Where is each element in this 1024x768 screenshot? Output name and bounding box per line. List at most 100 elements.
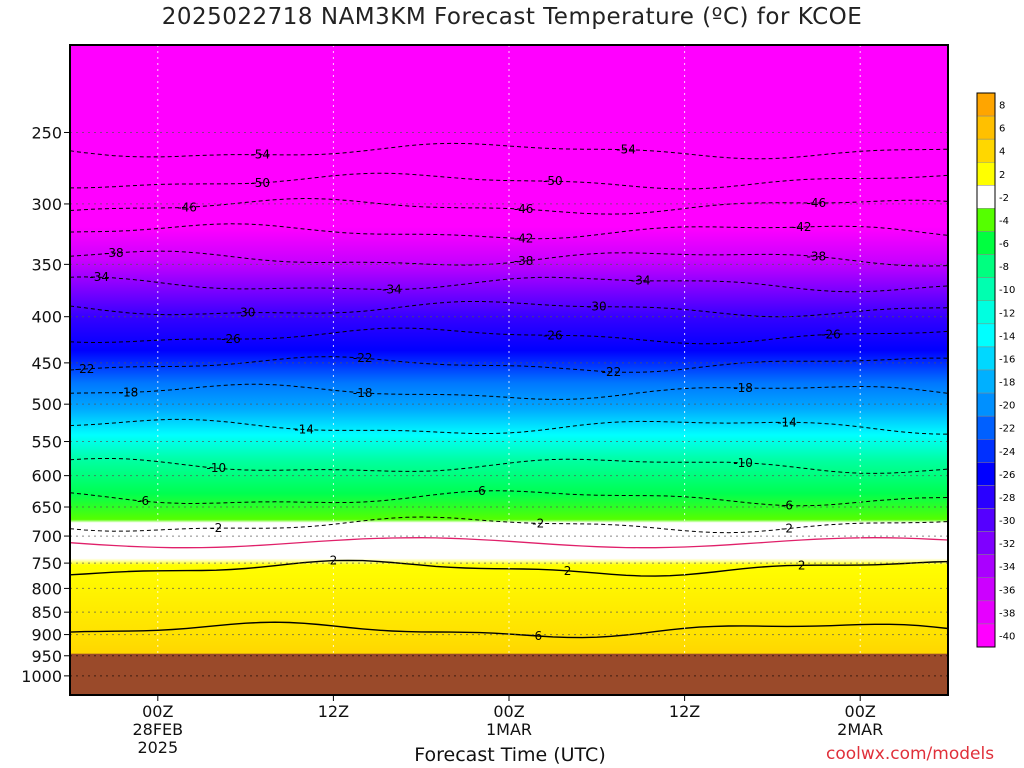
- colorbar-label: 2: [999, 170, 1005, 181]
- watermark-text: coolwx.com/models: [826, 744, 995, 764]
- contour-label: -22: [602, 365, 622, 379]
- colorbar-label: 8: [999, 101, 1005, 112]
- colorbar-swatch: [976, 300, 996, 325]
- colorbar-swatch: [976, 277, 996, 301]
- contour-label: -22: [75, 362, 95, 376]
- colorbar-swatch: [976, 508, 996, 532]
- colorbar-swatch: [976, 162, 996, 186]
- colorbar-swatch: [976, 92, 996, 117]
- colorbar-label: -28: [999, 493, 1015, 504]
- x-tick-sublabel: 1MAR: [486, 720, 532, 739]
- colorbar-label: -30: [999, 516, 1015, 527]
- y-tick-label: 350: [31, 255, 62, 274]
- y-tick-label: 850: [31, 603, 62, 622]
- colorbar-label: -26: [999, 470, 1015, 481]
- colorbar-swatch: [976, 254, 996, 278]
- contour-label: -50: [543, 174, 563, 188]
- colorbar-label: -24: [999, 447, 1015, 458]
- colorbar-label: 6: [999, 124, 1005, 135]
- y-tick-label: 1000: [21, 667, 62, 686]
- y-tick-label: 900: [31, 626, 62, 645]
- contour-label: 6: [534, 629, 542, 643]
- colorbar-swatch: [976, 554, 996, 579]
- colorbar-label: -14: [999, 331, 1015, 342]
- y-tick-label: 550: [31, 433, 62, 452]
- colorbar-swatch: [976, 531, 996, 555]
- y-tick-label: 500: [31, 395, 62, 414]
- contour-label: -2: [781, 522, 793, 536]
- x-axis-title: Forecast Time (UTC): [414, 744, 606, 766]
- contour-label: -42: [792, 220, 812, 234]
- contour-label: -30: [587, 300, 607, 314]
- contour-label: -34: [89, 270, 109, 284]
- x-tick-label: 12Z: [669, 702, 700, 721]
- contour-label: -54: [616, 143, 636, 157]
- colorbar-label: -8: [999, 262, 1009, 273]
- contour-label: -18: [353, 386, 373, 400]
- colorbar-swatch: [976, 623, 996, 648]
- contour-label: -38: [104, 246, 124, 260]
- contour-label: -30: [236, 306, 256, 320]
- y-tick-label: 650: [31, 498, 62, 517]
- contour-label: -46: [177, 200, 197, 214]
- colorbar-label: -40: [999, 631, 1015, 642]
- contour-label: -14: [777, 415, 797, 429]
- contour-label: -2: [532, 516, 544, 530]
- contour-label: -38: [514, 254, 534, 268]
- colorbar-swatch: [976, 346, 996, 371]
- colorbar-swatch: [976, 369, 996, 394]
- contour-label: -2: [210, 521, 222, 535]
- colorbar-swatch: [976, 485, 996, 509]
- colorbar-swatch: [976, 462, 996, 486]
- contour-labels: -54 -54 -50 -50 -46 -46 -46 -42 -42 -38 -38 -38 -34 -…: [75, 143, 841, 643]
- y-axis: 250 300 350 400 450 500 550 600 650 700 750 800 850 9…: [21, 123, 70, 686]
- contour-label: 2: [564, 564, 572, 578]
- ground-fill: [70, 653, 948, 695]
- freezing-contour-line: [69, 537, 949, 549]
- colorbar-label: -36: [999, 585, 1015, 596]
- contour-label: -6: [474, 484, 486, 498]
- y-tick-label: 450: [31, 354, 62, 373]
- contour-label: -22: [353, 351, 373, 365]
- chart-title: 2025022718 NAM3KM Forecast Temperature (…: [161, 4, 863, 30]
- x-tick-label: 00Z: [493, 702, 524, 721]
- contour-label: -18: [733, 381, 753, 395]
- colorbar-swatch: [976, 231, 996, 255]
- colorbar-label: -10: [999, 285, 1015, 296]
- contour-label: -6: [137, 494, 149, 508]
- contour-label: -46: [806, 196, 826, 210]
- colorbar-label: -34: [999, 562, 1015, 573]
- colorbar-label: -18: [999, 378, 1015, 389]
- colorbar-label: -16: [999, 354, 1015, 365]
- colorbar-swatch: [976, 415, 996, 440]
- contour-label: -26: [543, 328, 563, 342]
- contour-label: -38: [806, 249, 826, 263]
- y-tick-label: 250: [31, 123, 62, 142]
- colorbar-label: -4: [999, 216, 1009, 227]
- colorbar-label: -12: [999, 308, 1015, 319]
- y-tick-label: 950: [31, 647, 62, 666]
- y-tick-label: 400: [31, 308, 62, 327]
- x-tick-sublabel: 28FEB: [132, 720, 183, 739]
- contour-label: -34: [631, 274, 651, 288]
- colorbar-label: -38: [999, 608, 1015, 619]
- contour-label: -6: [781, 499, 793, 513]
- y-tick-label: 750: [31, 554, 62, 573]
- contour-label: -26: [221, 332, 241, 346]
- x-tick-label: 00Z: [142, 702, 173, 721]
- colorbar-swatch: [976, 439, 996, 463]
- colorbar-swatch: [976, 208, 996, 232]
- colorbar-swatch: [976, 138, 996, 163]
- colorbar-swatch: [976, 392, 996, 417]
- contour-label: -18: [119, 385, 139, 399]
- colorbar-swatch: [976, 600, 996, 625]
- contour-label: -26: [821, 327, 841, 341]
- colorbar-swatch: [976, 323, 996, 348]
- contour-label: -34: [382, 282, 402, 296]
- x-tick-label: 00Z: [845, 702, 876, 721]
- contour-label: -42: [514, 232, 534, 246]
- colorbar-label: -6: [999, 239, 1009, 250]
- colorbar-label: 4: [999, 147, 1005, 158]
